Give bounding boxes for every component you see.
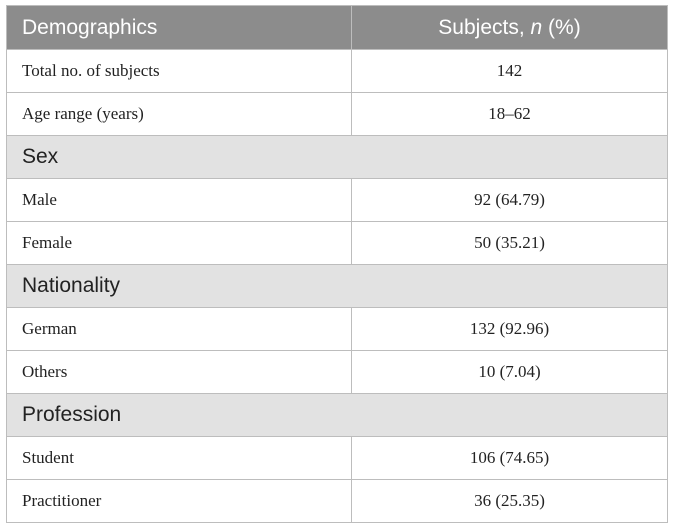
row-label-female: Female [6,221,352,265]
header-subjects-suffix: (%) [542,15,581,39]
row-label-age-range: Age range (years) [6,92,352,136]
row-value-female: 50 (35.21) [351,221,668,265]
table-row: Others 10 (7.04) [6,350,668,394]
section-title-nationality: Nationality [6,264,668,308]
row-value-others: 10 (7.04) [351,350,668,394]
section-header-nationality: Nationality [6,264,668,308]
row-label-student: Student [6,436,352,480]
table-row: German 132 (92.96) [6,307,668,351]
table-header-row: Demographics Subjects, n (%) [6,5,668,50]
demographics-table-container: Demographics Subjects, n (%) Total no. o… [6,5,668,523]
section-header-profession: Profession [6,393,668,437]
row-label-practitioner: Practitioner [6,479,352,523]
row-value-german: 132 (92.96) [351,307,668,351]
row-value-total-subjects: 142 [351,49,668,93]
table-row: Male 92 (64.79) [6,178,668,222]
row-label-others: Others [6,350,352,394]
row-value-practitioner: 36 (25.35) [351,479,668,523]
header-subjects-n: n [530,15,543,39]
header-subjects: Subjects, n (%) [351,5,668,50]
row-label-german: German [6,307,352,351]
table-row: Practitioner 36 (25.35) [6,479,668,523]
table-row: Total no. of subjects 142 [6,49,668,93]
row-label-total-subjects: Total no. of subjects [6,49,352,93]
table-row: Female 50 (35.21) [6,221,668,265]
table-row: Age range (years) 18–62 [6,92,668,136]
demographics-table: Demographics Subjects, n (%) Total no. o… [6,5,668,523]
section-header-sex: Sex [6,135,668,179]
row-value-age-range: 18–62 [351,92,668,136]
table-row: Student 106 (74.65) [6,436,668,480]
section-title-sex: Sex [6,135,668,179]
row-value-male: 92 (64.79) [351,178,668,222]
section-title-profession: Profession [6,393,668,437]
row-value-student: 106 (74.65) [351,436,668,480]
header-subjects-prefix: Subjects, [438,15,531,39]
row-label-male: Male [6,178,352,222]
header-demographics: Demographics [6,5,352,50]
